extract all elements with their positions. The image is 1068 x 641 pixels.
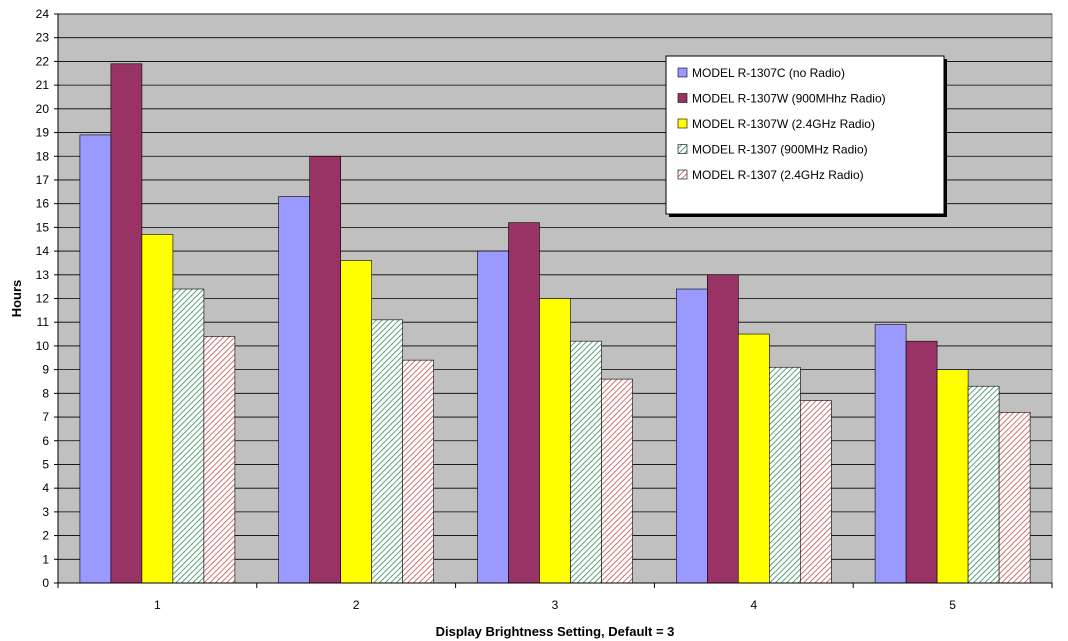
bar [278, 196, 311, 584]
bars [79, 63, 1031, 584]
y-tick-label: 3 [42, 505, 49, 519]
y-tick-label: 21 [36, 78, 50, 92]
bar [768, 366, 801, 584]
bar [706, 274, 739, 584]
y-tick-label: 15 [36, 220, 50, 234]
y-tick-label: 18 [36, 149, 50, 163]
bar [110, 63, 143, 584]
legend-swatch [677, 144, 688, 154]
bar [570, 340, 602, 584]
x-tick-label: 3 [552, 598, 559, 612]
y-tick-label: 9 [42, 363, 49, 377]
x-tick-label: 4 [750, 598, 757, 612]
bar [998, 411, 1031, 584]
y-tick-label: 1 [42, 552, 49, 566]
legend-swatch [677, 169, 688, 180]
bar [340, 260, 373, 584]
x-axis-ticks: 1 2 3 4 5 [57, 583, 1053, 612]
legend-swatch [677, 118, 688, 129]
bar [79, 134, 112, 584]
legend-label: MODEL R-1307W (2.4GHz Radio) [692, 117, 875, 131]
bar [936, 369, 969, 584]
bar [737, 333, 770, 584]
y-tick-label: 6 [42, 434, 49, 448]
bar [477, 250, 509, 584]
x-axis-title: Display Brightness Setting, Default = 3 [436, 624, 675, 639]
bar [905, 340, 938, 584]
y-tick-label: 0 [42, 576, 49, 590]
bar [799, 400, 832, 584]
y-tick-label: 19 [36, 126, 50, 140]
y-tick-label: 23 [36, 31, 50, 45]
y-tick-label: 22 [36, 54, 50, 68]
y-tick-label: 14 [36, 244, 50, 258]
x-tick-label: 1 [154, 598, 161, 612]
bar [172, 288, 205, 584]
bar [371, 319, 404, 584]
y-tick-label: 10 [36, 339, 50, 353]
legend-box [665, 55, 945, 215]
bar [141, 234, 174, 584]
bar [402, 359, 435, 584]
bar [675, 288, 708, 584]
legend-swatch [677, 93, 688, 103]
bar [967, 385, 1000, 584]
bar [874, 324, 907, 584]
legend-label: MODEL R-1307W (900MHhz Radio) [692, 92, 886, 106]
bar [309, 155, 342, 584]
y-tick-label: 2 [42, 529, 49, 543]
bar [539, 298, 571, 584]
y-tick-label: 16 [36, 197, 50, 211]
y-tick-label: 24 [36, 7, 50, 21]
x-tick-label: 5 [949, 598, 956, 612]
y-tick-label: 13 [36, 268, 50, 282]
legend-label: MODEL R-1307 (2.4GHz Radio) [692, 168, 864, 182]
y-tick-label: 4 [42, 481, 49, 495]
legend: MODEL R-1307C (no Radio) MODEL R-1307W (9… [665, 55, 947, 217]
y-tick-label: 7 [42, 410, 49, 424]
y-tick-label: 5 [42, 457, 49, 471]
y-tick-label: 20 [36, 102, 50, 116]
bar [508, 222, 540, 584]
legend-label: MODEL R-1307 (900MHz Radio) [692, 143, 868, 157]
bar [203, 336, 236, 584]
y-tick-label: 17 [36, 173, 50, 187]
y-tick-label: 8 [42, 386, 49, 400]
legend-label: MODEL R-1307C (no Radio) [692, 66, 845, 80]
x-tick-label: 2 [353, 598, 360, 612]
bar [601, 378, 633, 584]
legend-swatch [677, 67, 688, 78]
y-tick-label: 11 [37, 315, 50, 329]
y-tick-label: 12 [36, 292, 50, 306]
y-axis-title: Hours [9, 280, 24, 318]
